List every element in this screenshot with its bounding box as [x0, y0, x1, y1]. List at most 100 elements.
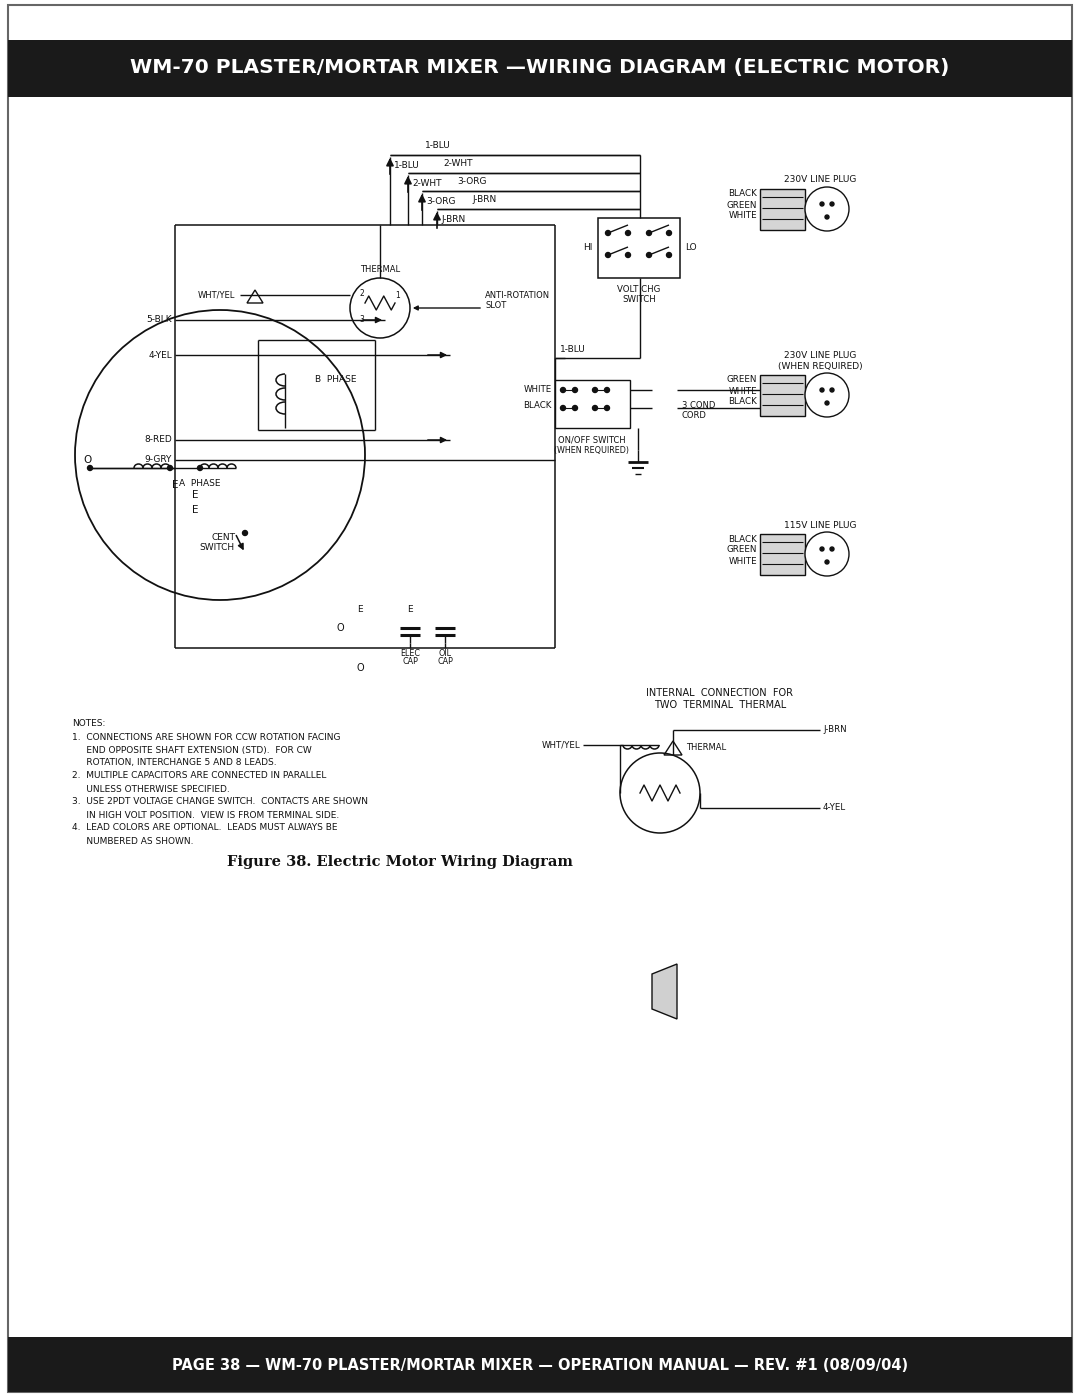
- Text: CORD: CORD: [681, 412, 707, 420]
- Text: J-BRN: J-BRN: [823, 725, 847, 735]
- Text: O: O: [356, 664, 364, 673]
- Bar: [8, 41, 1072, 96]
- Circle shape: [820, 388, 824, 393]
- Text: WHITE: WHITE: [728, 211, 757, 221]
- Circle shape: [243, 531, 247, 535]
- Text: OIL: OIL: [438, 648, 451, 658]
- Text: 3: 3: [360, 316, 364, 324]
- Text: O: O: [336, 623, 343, 633]
- Text: 230V LINE PLUG: 230V LINE PLUG: [784, 176, 856, 184]
- Circle shape: [831, 203, 834, 205]
- Bar: [760, 189, 805, 231]
- Circle shape: [561, 405, 566, 411]
- Circle shape: [820, 548, 824, 550]
- Text: B  PHASE: B PHASE: [315, 376, 356, 384]
- Text: 5-BLK: 5-BLK: [147, 316, 172, 324]
- Polygon shape: [652, 964, 677, 1018]
- Circle shape: [605, 405, 609, 411]
- Text: 4-YEL: 4-YEL: [148, 351, 172, 359]
- Circle shape: [198, 465, 203, 471]
- Text: NOTES:: NOTES:: [72, 719, 106, 728]
- Text: 3-ORG: 3-ORG: [457, 176, 486, 186]
- Text: 4.  LEAD COLORS ARE OPTIONAL.  LEADS MUST ALWAYS BE: 4. LEAD COLORS ARE OPTIONAL. LEADS MUST …: [72, 823, 337, 833]
- Circle shape: [572, 387, 578, 393]
- Text: J-BRN: J-BRN: [441, 215, 465, 224]
- Text: 230V LINE PLUG: 230V LINE PLUG: [784, 351, 856, 359]
- Text: THERMAL: THERMAL: [360, 265, 400, 274]
- Circle shape: [831, 388, 834, 393]
- Text: E: E: [192, 504, 199, 515]
- Text: WHITE: WHITE: [728, 387, 757, 395]
- Text: GREEN: GREEN: [727, 545, 757, 555]
- Text: GREEN: GREEN: [727, 201, 757, 210]
- Circle shape: [605, 387, 609, 393]
- Bar: [8, 1337, 1072, 1391]
- Text: 3.  USE 2PDT VOLTAGE CHANGE SWITCH.  CONTACTS ARE SHOWN: 3. USE 2PDT VOLTAGE CHANGE SWITCH. CONTA…: [72, 798, 368, 806]
- Text: (WHEN REQUIRED): (WHEN REQUIRED): [778, 362, 862, 370]
- Text: 2.  MULTIPLE CAPACITORS ARE CONNECTED IN PARALLEL: 2. MULTIPLE CAPACITORS ARE CONNECTED IN …: [72, 771, 326, 781]
- Circle shape: [593, 387, 597, 393]
- Circle shape: [666, 253, 672, 257]
- Circle shape: [561, 387, 566, 393]
- Text: GREEN: GREEN: [727, 376, 757, 384]
- Text: TWO  TERMINAL  THERMAL: TWO TERMINAL THERMAL: [653, 700, 786, 710]
- Text: END OPPOSITE SHAFT EXTENSION (STD).  FOR CW: END OPPOSITE SHAFT EXTENSION (STD). FOR …: [72, 746, 312, 754]
- Text: 1-BLU: 1-BLU: [394, 161, 420, 169]
- Circle shape: [593, 405, 597, 411]
- Text: WM-70 PLASTER/MORTAR MIXER —WIRING DIAGRAM (ELECTRIC MOTOR): WM-70 PLASTER/MORTAR MIXER —WIRING DIAGR…: [131, 59, 949, 77]
- Circle shape: [805, 187, 849, 231]
- Text: 9-GRY: 9-GRY: [145, 455, 172, 464]
- Text: (WHEN REQUIRED): (WHEN REQUIRED): [554, 447, 630, 455]
- Text: 1: 1: [395, 292, 401, 300]
- Text: INTERNAL  CONNECTION  FOR: INTERNAL CONNECTION FOR: [647, 687, 794, 698]
- Circle shape: [825, 560, 829, 564]
- Text: CAP: CAP: [402, 657, 418, 665]
- Circle shape: [831, 548, 834, 550]
- Circle shape: [825, 401, 829, 405]
- Text: 115V LINE PLUG: 115V LINE PLUG: [784, 521, 856, 529]
- Text: J-BRN: J-BRN: [472, 194, 496, 204]
- Circle shape: [825, 215, 829, 219]
- Text: VOLT CHG: VOLT CHG: [618, 285, 661, 295]
- Text: 1-BLU: 1-BLU: [561, 345, 585, 355]
- Text: 8-RED: 8-RED: [145, 436, 172, 444]
- Circle shape: [647, 231, 651, 236]
- Text: 3 COND: 3 COND: [681, 401, 715, 411]
- Circle shape: [666, 231, 672, 236]
- Text: ROTATION, INTERCHANGE 5 AND 8 LEADS.: ROTATION, INTERCHANGE 5 AND 8 LEADS.: [72, 759, 276, 767]
- Circle shape: [805, 532, 849, 576]
- Text: ELEC: ELEC: [400, 648, 420, 658]
- Text: WHT/YEL: WHT/YEL: [198, 291, 235, 299]
- Text: SWITCH: SWITCH: [622, 296, 656, 305]
- Text: 1-BLU: 1-BLU: [426, 141, 450, 149]
- Bar: [760, 534, 805, 576]
- Text: 4-YEL: 4-YEL: [823, 803, 846, 813]
- Bar: [555, 380, 630, 427]
- Text: E: E: [357, 605, 363, 615]
- Circle shape: [606, 253, 610, 257]
- Circle shape: [572, 405, 578, 411]
- Text: LO: LO: [685, 243, 697, 253]
- Text: BLACK: BLACK: [524, 401, 552, 409]
- Bar: [598, 218, 680, 278]
- Text: O: O: [84, 455, 92, 465]
- Circle shape: [606, 231, 610, 236]
- Circle shape: [625, 231, 631, 236]
- Text: ANTI-ROTATION: ANTI-ROTATION: [485, 291, 550, 299]
- Text: 2-WHT: 2-WHT: [411, 179, 442, 187]
- Text: 2: 2: [360, 289, 364, 298]
- Circle shape: [647, 253, 651, 257]
- Circle shape: [805, 373, 849, 416]
- Text: WHITE: WHITE: [728, 556, 757, 566]
- Text: BLACK: BLACK: [728, 535, 757, 543]
- Text: IN HIGH VOLT POSITION.  VIEW IS FROM TERMINAL SIDE.: IN HIGH VOLT POSITION. VIEW IS FROM TERM…: [72, 810, 339, 820]
- Text: SLOT: SLOT: [485, 300, 507, 310]
- Text: 2-WHT: 2-WHT: [443, 158, 473, 168]
- Text: A  PHASE: A PHASE: [179, 479, 220, 488]
- Text: E: E: [192, 490, 199, 500]
- Text: 3-ORG: 3-ORG: [426, 197, 456, 205]
- Text: PAGE 38 — WM-70 PLASTER/MORTAR MIXER — OPERATION MANUAL — REV. #1 (08/09/04): PAGE 38 — WM-70 PLASTER/MORTAR MIXER — O…: [172, 1358, 908, 1372]
- Circle shape: [625, 253, 631, 257]
- Text: UNLESS OTHERWISE SPECIFIED.: UNLESS OTHERWISE SPECIFIED.: [72, 785, 230, 793]
- Text: NUMBERED AS SHOWN.: NUMBERED AS SHOWN.: [72, 837, 193, 845]
